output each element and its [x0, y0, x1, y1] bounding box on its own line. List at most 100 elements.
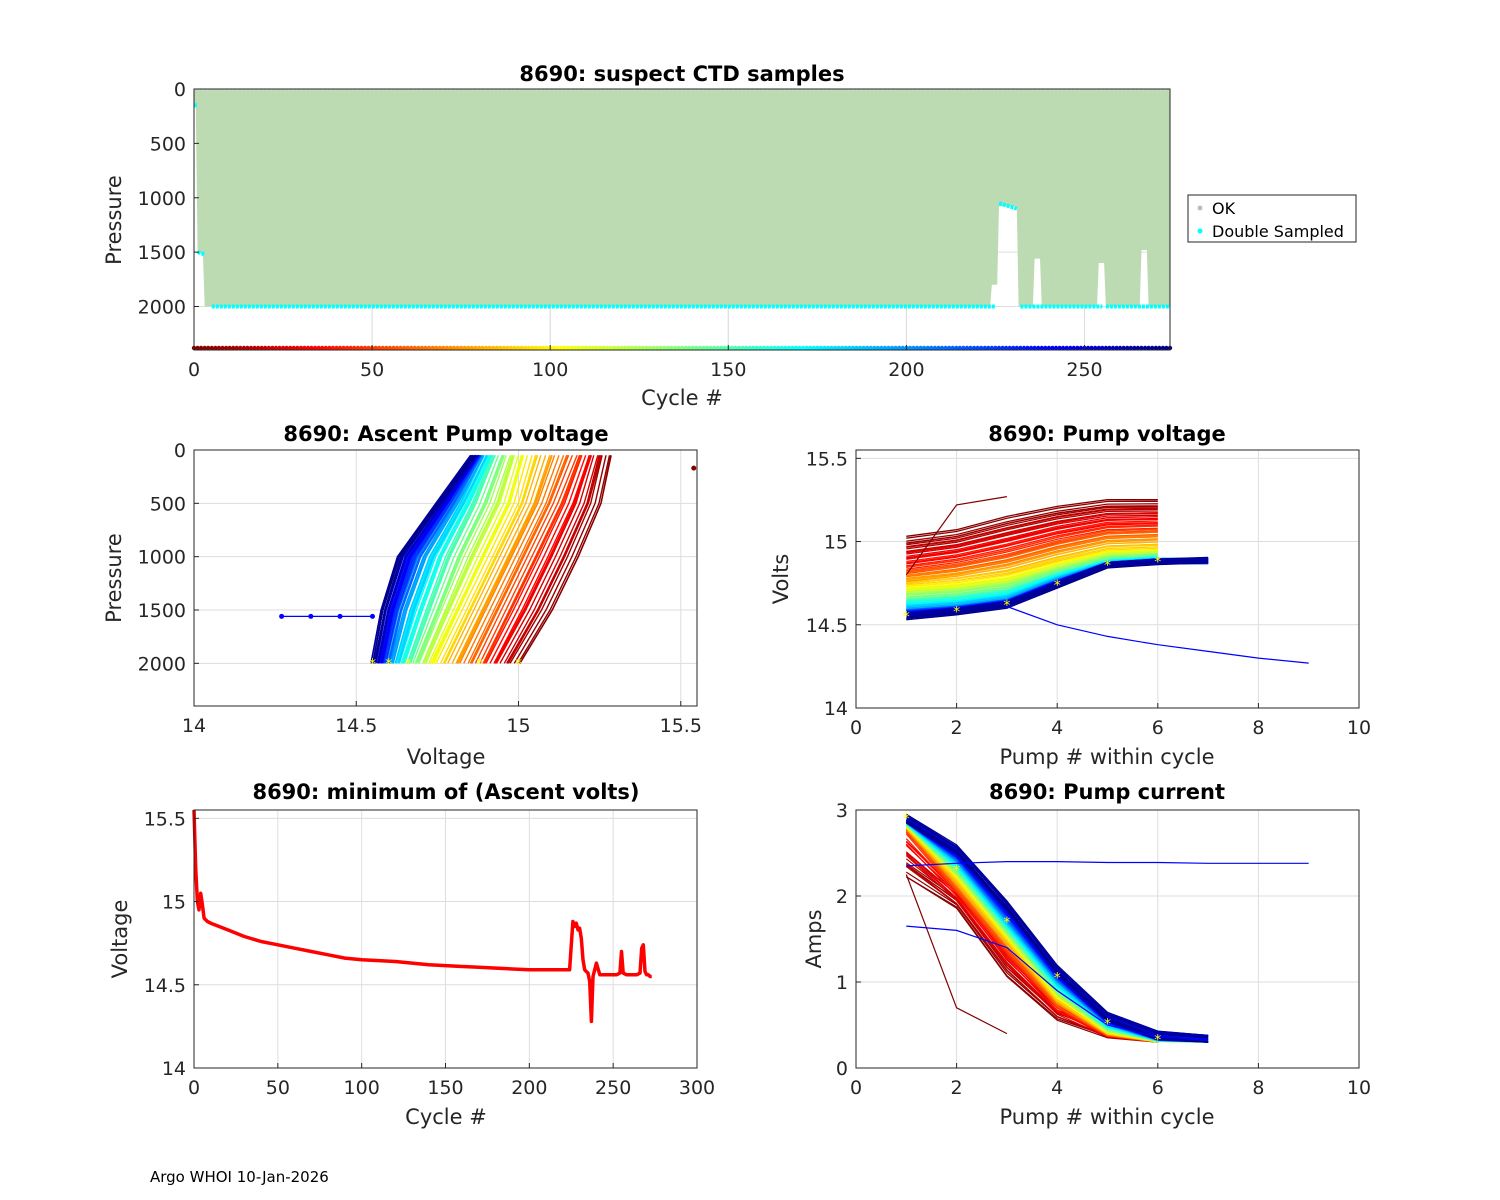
p4-xtick-label: 250 — [595, 1077, 631, 1099]
p3-marker: * — [1104, 558, 1111, 574]
p3-xtick-label: 10 — [1347, 717, 1371, 739]
p1-ytick-label: 1000 — [138, 188, 186, 210]
p1-cycle-color-dot — [198, 345, 204, 351]
p1-cycle-color-dot — [341, 345, 346, 351]
p2-profile-line — [406, 455, 493, 664]
p1-cycle-color-dot — [665, 345, 670, 351]
p2-profile-line — [409, 455, 496, 664]
p5-outlier-line — [906, 861, 1309, 867]
p4-ytick-label: 15.5 — [144, 808, 186, 830]
p5-ytick-label: 0 — [836, 1058, 848, 1080]
panel-suspect-ctd: 8690: suspect CTD samples Cycle # Pressu… — [102, 62, 1357, 410]
p1-cycle-color-dot — [925, 345, 930, 351]
p1-cycle-color-dot — [501, 345, 507, 351]
p3-cycle-line — [906, 536, 1158, 578]
p2-outlier-point — [279, 613, 285, 619]
p1-cycle-color-dot — [637, 345, 642, 351]
p1-cycle-color-dot — [968, 345, 973, 351]
p2-profile-line — [417, 455, 505, 664]
p3-cycle-line — [906, 551, 1158, 593]
p1-cycle-color-dot — [263, 345, 268, 351]
p1-cycle-color-dot — [1160, 345, 1166, 351]
p1-cycle-color-dot — [669, 345, 674, 351]
p3-ytick-label: 14.5 — [806, 615, 848, 637]
p1-cycle-color-dot — [540, 345, 546, 351]
p1-cycle-color-dot — [594, 345, 599, 351]
p1-cycle-color-dot — [405, 345, 410, 351]
p1-cycle-color-dot — [644, 345, 649, 351]
p4-ytick-label: 14.5 — [144, 975, 186, 997]
p3-marker: * — [1003, 598, 1010, 614]
p2-profile-line — [424, 455, 514, 664]
p2-profile-line — [455, 455, 551, 664]
p1-cycle-color-dot — [857, 345, 863, 351]
p1-cycle-color-dot — [1107, 345, 1112, 351]
p3-cycle-line — [906, 546, 1158, 586]
p1-cycle-color-dot — [462, 345, 467, 351]
p1-cycle-color-dot — [932, 345, 938, 351]
p1-cycle-color-dot — [1146, 345, 1151, 351]
p1-cycle-color-dot — [1157, 345, 1162, 351]
p1-cycle-color-dot — [587, 345, 592, 351]
p5-cycle-line — [905, 816, 1209, 1039]
p3-cycle-line — [906, 553, 1158, 596]
p1-cycle-color-dot — [676, 345, 681, 351]
p4-xtick-label: 200 — [511, 1077, 547, 1099]
p3-cycle-line — [906, 556, 1158, 605]
p1-double-sampled — [998, 201, 1018, 211]
p1-cycle-color-dot — [451, 345, 457, 351]
p5-marker: * — [1104, 1016, 1111, 1032]
p1-cycle-color-dot — [1142, 345, 1148, 351]
p2-start-marker: * — [476, 656, 483, 672]
p1-cycle-color-dot — [466, 345, 471, 351]
p1-cycle-color-dot — [590, 345, 596, 351]
p3-plot: * * * * * * — [903, 496, 1309, 664]
p4-ticks: 0 50 100 150 200 250 300 14 14.5 15 15.5 — [144, 808, 715, 1099]
p1-cycle-color-dot — [697, 345, 702, 351]
p1-cycle-color-dot — [266, 345, 271, 351]
p1-cycle-color-dot — [580, 345, 585, 351]
p1-cycle-color-dot — [555, 345, 560, 351]
p3-ytick-label: 14 — [824, 698, 848, 720]
p1-cycle-color-dot — [398, 345, 403, 351]
p1-cycle-color-dot — [494, 345, 499, 351]
p2-profile-line — [388, 454, 483, 664]
p1-cycle-color-dot — [537, 345, 542, 351]
footer-credit: Argo WHOI 10-Jan-2026 — [150, 1168, 329, 1186]
p1-cycle-color-dot — [259, 345, 264, 351]
p1-cycle-color-dot — [1046, 345, 1052, 351]
p1-cycle-color-dot — [441, 345, 446, 351]
p1-cycle-color-dot — [248, 345, 254, 351]
p2-outlier-point — [691, 465, 697, 471]
p2-ytick-label: 500 — [150, 493, 186, 515]
p1-cycle-color-dot — [241, 345, 247, 351]
p1-cycle-color-dot — [622, 345, 628, 351]
p1-cycle-color-dot — [366, 345, 371, 351]
p2-profile-line — [493, 455, 591, 664]
p2-outlier-point — [308, 613, 314, 619]
p2-profile-line — [439, 455, 533, 664]
p1-cycle-color-dot — [402, 345, 407, 351]
p1-cycle-color-dot — [569, 345, 574, 351]
p2-profile-line — [407, 455, 494, 664]
p3-cycle-line — [906, 525, 1158, 568]
p1-cycle-color-dot — [530, 345, 535, 351]
p1-cycle-color-dot — [469, 345, 474, 351]
p1-cycle-color-dot — [615, 345, 621, 351]
p1-cycle-color-dot — [355, 345, 361, 351]
p3-title: 8690: Pump voltage — [988, 422, 1226, 446]
p2-profile-line — [398, 454, 489, 664]
p1-cycle-color-dot — [854, 345, 859, 351]
p3-cycle-line — [906, 500, 1158, 539]
p1-cycle-color-dot — [291, 345, 296, 351]
p1-cycle-color-dot — [195, 345, 200, 351]
p2-profile-line — [435, 455, 529, 664]
p2-profile-line — [489, 455, 587, 664]
p1-cycle-color-dot — [515, 345, 521, 351]
p1-cycle-color-dot — [1003, 345, 1009, 351]
p5-ylabel: Amps — [802, 909, 826, 968]
p1-cycle-color-dot — [914, 345, 920, 351]
p1-cycle-color-dot — [822, 345, 827, 351]
p1-cycle-color-dot — [690, 345, 695, 351]
p1-cycle-color-dot — [890, 345, 895, 351]
